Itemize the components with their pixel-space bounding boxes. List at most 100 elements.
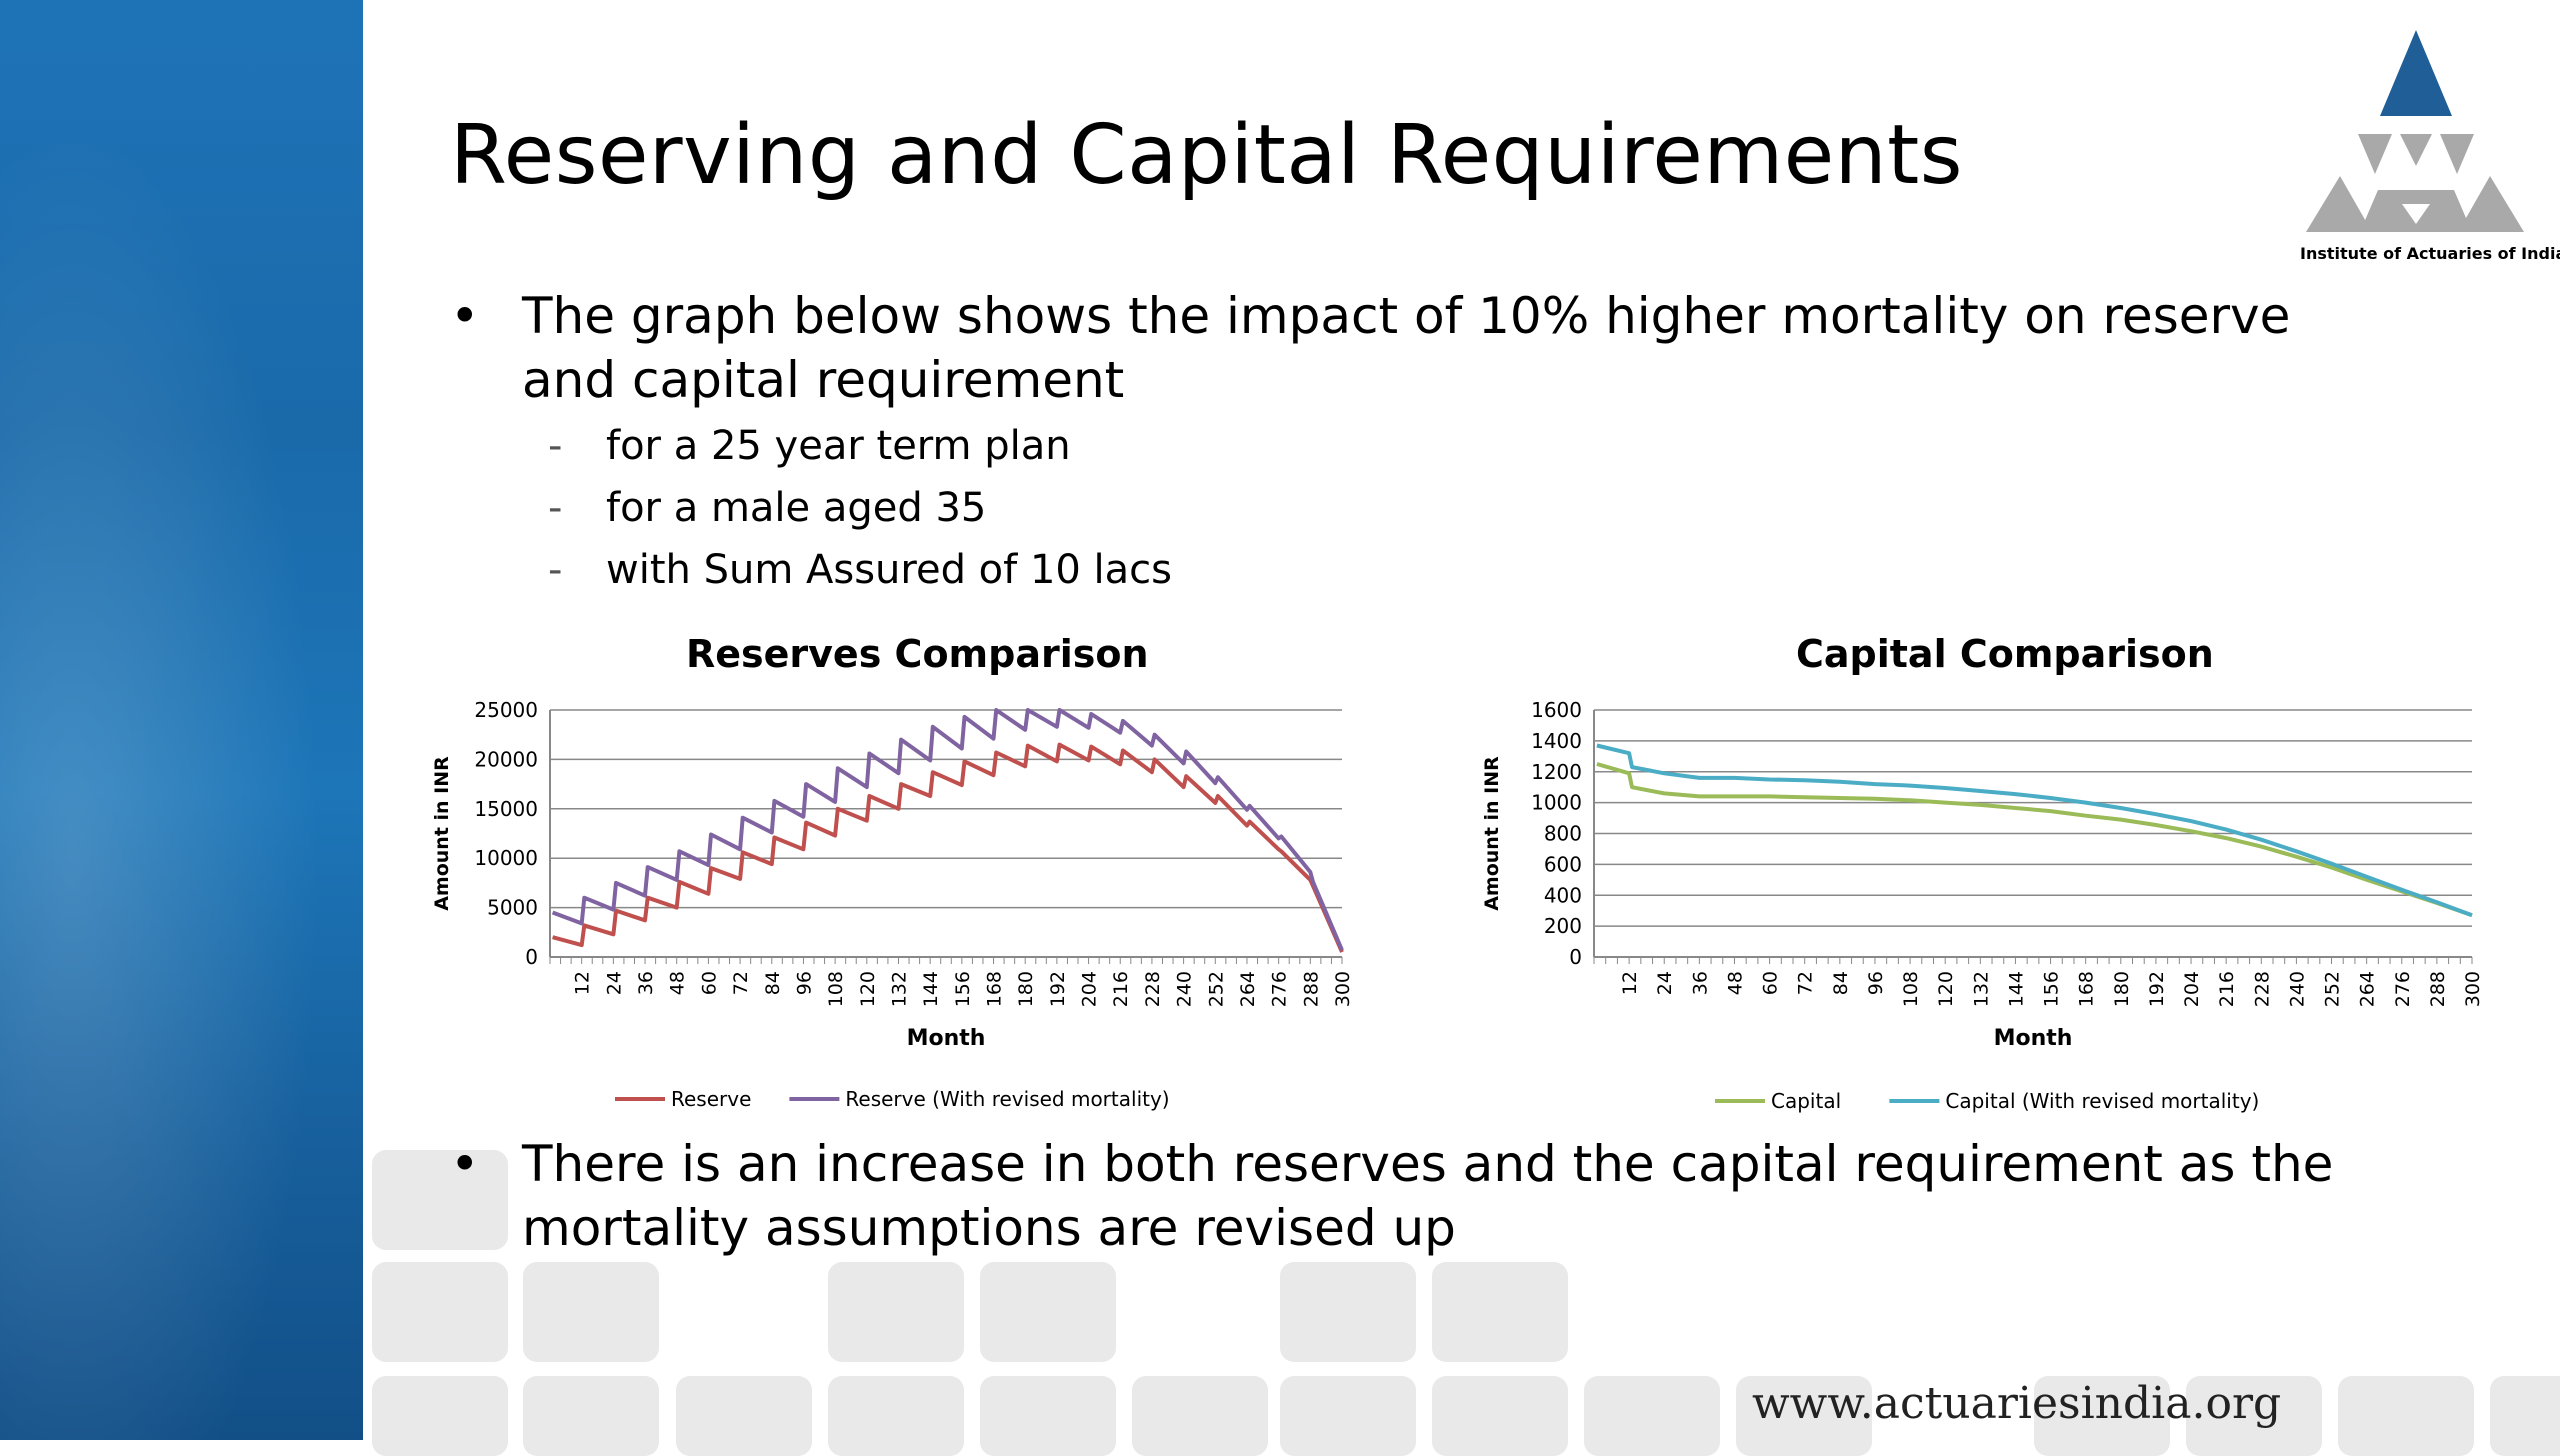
bullet-line: There is an increase in both reserves an… [522, 1135, 2334, 1193]
x-tick-label: 228 [2251, 971, 2273, 1007]
x-tick-label: 216 [2216, 971, 2238, 1007]
x-tick-label: 84 [762, 971, 784, 995]
x-tick-label: 264 [1237, 971, 1259, 1007]
side-decorative-band [0, 0, 363, 1440]
x-tick-label: 216 [1110, 971, 1132, 1007]
x-tick-label: 60 [698, 971, 720, 995]
y-tick-label: 15000 [474, 797, 538, 821]
x-tick-label: 144 [920, 971, 942, 1007]
x-tick-label: 144 [2005, 971, 2027, 1007]
page-title: Reserving and Capital Requirements [450, 108, 1964, 203]
y-tick-label: 800 [1544, 822, 1582, 846]
x-tick-label: 288 [1300, 971, 1322, 1007]
x-tick-label: 132 [888, 971, 910, 1007]
x-tick-label: 300 [1332, 971, 1354, 1007]
x-tick-label: 192 [1047, 971, 1069, 1007]
bullet-item: • There is an increase in both reserves … [450, 1132, 2400, 1262]
x-tick-label: 108 [1900, 971, 1922, 1007]
capital-chart: 0 200 400 600 800 1000 1200 1400 1600 12 24 36 48 60 7… [1481, 698, 2484, 1113]
bullet-line: The graph below shows the impact of 10% … [522, 287, 2291, 345]
sub-item-text: for a male aged 35 [606, 485, 987, 531]
x-tick-label: 132 [1970, 971, 1992, 1007]
legend-label: Capital (With revised mortality) [1945, 1089, 2259, 1113]
x-tick-label: 156 [2041, 971, 2063, 1007]
x-axis-title: Month [1994, 1026, 2073, 1051]
capital-chart-title: Capital Comparison [1796, 632, 2214, 676]
x-tick-label: 72 [730, 971, 752, 995]
x-tick-label: 12 [572, 971, 594, 995]
x-tick-label: 48 [667, 971, 689, 995]
x-tick-label: 72 [1795, 971, 1817, 995]
x-tick-label: 12 [1619, 971, 1641, 995]
y-tick-label: 600 [1544, 852, 1582, 876]
x-tick-label: 48 [1724, 971, 1746, 995]
y-tick-label: 0 [525, 945, 538, 969]
legend-label: Capital [1771, 1089, 1841, 1113]
x-tick-label: 252 [2322, 971, 2344, 1007]
x-tick-label: 180 [2111, 971, 2133, 1007]
legend-label: Reserve (With revised mortality) [845, 1087, 1169, 1111]
logo-caption: Institute of Actuaries of India [2300, 244, 2560, 263]
x-tick-label: 180 [1015, 971, 1037, 1007]
y-tick-label: 1000 [1531, 791, 1582, 815]
sub-marker: - [548, 423, 563, 469]
x-tick-label: 36 [1689, 971, 1711, 995]
y-tick-label: 400 [1544, 883, 1582, 907]
footer-url: www.actuariesindia.org [1752, 1378, 2282, 1429]
sub-item-text: for a 25 year term plan [606, 423, 1071, 469]
series-line [1596, 762, 2473, 918]
x-tick-label: 156 [952, 971, 974, 1007]
x-tick-label: 168 [984, 971, 1006, 1007]
reserves-chart: 0 5000 10000 15000 20000 25000 12 24 36 48 60 72 84 9… [431, 698, 1354, 1111]
x-tick-label: 108 [825, 971, 847, 1007]
x-tick-label: 300 [2462, 971, 2484, 1007]
x-tick-label: 60 [1760, 971, 1782, 995]
institute-logo [2300, 28, 2540, 268]
y-tick-label: 25000 [474, 698, 538, 722]
sub-marker: - [548, 485, 563, 531]
x-tick-label: 252 [1205, 971, 1227, 1007]
y-tick-label: 5000 [487, 896, 538, 920]
x-tick-label: 240 [1174, 971, 1196, 1007]
bullet-marker: • [450, 1135, 480, 1193]
sub-item-text: with Sum Assured of 10 lacs [606, 547, 1173, 593]
x-tick-label: 36 [635, 971, 657, 995]
x-tick-label: 84 [1830, 971, 1852, 995]
x-tick-label: 120 [1935, 971, 1957, 1007]
sub-marker: - [548, 547, 563, 593]
x-tick-label: 96 [793, 971, 815, 995]
x-tick-label: 264 [2357, 971, 2379, 1007]
y-tick-label: 200 [1544, 914, 1582, 938]
y-tick-label: 1200 [1531, 760, 1582, 784]
series-line [1596, 743, 2473, 918]
x-tick-label: 24 [1654, 971, 1676, 995]
x-tick-label: 96 [1865, 971, 1887, 995]
bullet-line: mortality assumptions are revised up [522, 1199, 1456, 1257]
y-tick-label: 1400 [1531, 729, 1582, 753]
bullet-marker: • [450, 287, 480, 345]
bullet-item: • The graph below shows the impact of 10… [450, 284, 2350, 414]
x-tick-label: 204 [2181, 971, 2203, 1007]
x-tick-label: 276 [1269, 971, 1291, 1007]
x-axis-title: Month [907, 1026, 986, 1051]
y-tick-label: 1600 [1531, 698, 1582, 722]
y-tick-label: 10000 [474, 846, 538, 870]
reserves-chart-title: Reserves Comparison [686, 632, 1149, 676]
bullet-line: and capital requirement [522, 351, 1125, 409]
x-tick-label: 24 [603, 971, 625, 995]
x-tick-label: 168 [2076, 971, 2098, 1007]
y-tick-label: 20000 [474, 747, 538, 771]
logo-triangle-icon [2306, 30, 2524, 232]
x-tick-label: 120 [857, 971, 879, 1007]
x-tick-label: 204 [1079, 971, 1101, 1007]
x-tick-label: 228 [1142, 971, 1164, 1007]
legend-label: Reserve [671, 1087, 751, 1111]
series-line [551, 708, 1344, 951]
y-axis-title: Amount in INR [431, 756, 453, 911]
x-tick-label: 276 [2392, 971, 2414, 1007]
y-tick-label: 0 [1569, 945, 1582, 969]
x-tick-label: 192 [2146, 971, 2168, 1007]
x-tick-label: 288 [2427, 971, 2449, 1007]
y-axis-title: Amount in INR [1481, 756, 1503, 911]
x-tick-label: 240 [2286, 971, 2308, 1007]
